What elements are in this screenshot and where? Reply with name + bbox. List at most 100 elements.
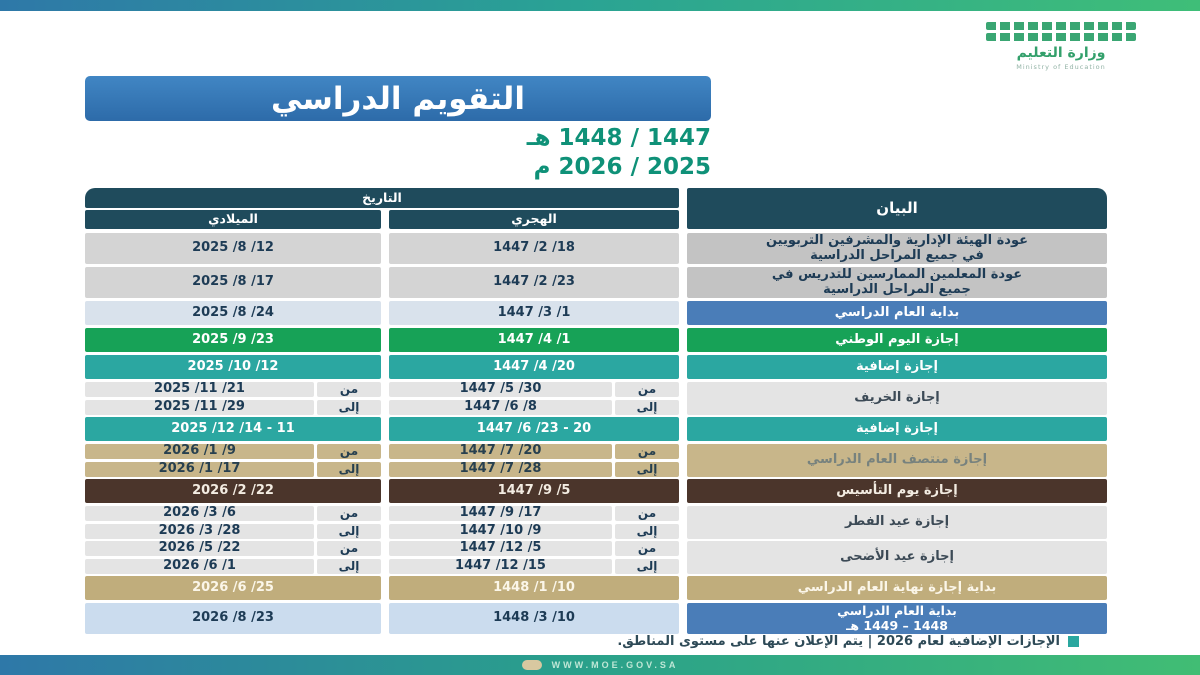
range-label: من — [615, 506, 679, 521]
event-name-cell: عودة الهيئة الإدارية والمشرفين التربويين… — [687, 233, 1107, 264]
calendar-row: بداية العام الدراسي 1448 – 1449 هـ 10/ 3/ … — [85, 603, 1107, 634]
calendar-row: إجازة إضافية 20 - 23/ 6/ 1447 11 - 14/ 12/… — [85, 417, 1107, 441]
hijri-date-cell: 5/ 9/ 1447 — [389, 479, 679, 503]
miladi-date-value: 28/ 3/ 2026 — [85, 523, 314, 539]
date-range-line: من 17/ 9/ 1447 — [389, 505, 679, 521]
calendar-row: بداية العام الدراسي 1/ 3/ 1447 24/ 8/ 2025 — [85, 301, 1107, 325]
calendar-table-header: البيان التاريخ الهجري الميلادي — [85, 188, 1107, 229]
hijri-date-cell: 10/ 1/ 1448 — [389, 576, 679, 600]
hijri-date-value: 9/ 10/ 1447 — [389, 523, 612, 539]
event-name-cell: عودة المعلمين الممارسين للتدريس في جميع ا… — [687, 267, 1107, 298]
miladi-date-cell: من 21/ 11/ 2025 إلى 29/ 11/ 2025 — [85, 381, 381, 415]
range-label: إلى — [317, 559, 381, 574]
column-header-miladi: الميلادي — [85, 210, 381, 229]
hijri-date-cell: من 5/ 12/ 1447 إلى 15/ 12/ 1447 — [389, 540, 679, 574]
page-title: التقويم الدراسي — [271, 80, 525, 117]
calendar-table: البيان التاريخ الهجري الميلادي عودة الهي… — [85, 188, 1107, 637]
event-name-cell: إجازة إضافية — [687, 355, 1107, 379]
hijri-date-cell: من 30/ 5/ 1447 إلى 8/ 6/ 1447 — [389, 381, 679, 415]
event-name-line: 1448 – 1449 هـ — [846, 617, 948, 633]
event-name-cell: إجازة منتصف العام الدراسي — [687, 444, 1107, 477]
event-name-cell: بداية العام الدراسي 1448 – 1449 هـ — [687, 603, 1107, 634]
miladi-date-cell: من 22/ 5/ 2026 إلى 1/ 6/ 2026 — [85, 540, 381, 574]
date-range-line: إلى 1/ 6/ 2026 — [85, 558, 381, 574]
range-label: من — [317, 382, 381, 397]
calendar-row: عودة المعلمين الممارسين للتدريس في جميع ا… — [85, 267, 1107, 298]
range-label: من — [317, 506, 381, 521]
range-label: من — [317, 444, 381, 459]
range-label: من — [615, 382, 679, 397]
miladi-date-cell: 11 - 14/ 12/ 2025 — [85, 417, 381, 441]
hijri-date-value: 20/ 7/ 1447 — [389, 443, 612, 459]
column-header-bayan: البيان — [687, 188, 1107, 229]
hijri-date-cell: 1/ 3/ 1447 — [389, 301, 679, 325]
event-name-cell: إجازة يوم التأسيس — [687, 479, 1107, 503]
event-name-cell: إجازة اليوم الوطني — [687, 328, 1107, 352]
hijri-date-cell: 23/ 2/ 1447 — [389, 267, 679, 298]
hijri-date-cell: من 20/ 7/ 1447 إلى 28/ 7/ 1447 — [389, 443, 679, 477]
website-logo-icon — [521, 660, 542, 670]
calendar-row: عودة الهيئة الإدارية والمشرفين التربويين… — [85, 233, 1107, 264]
date-range-line: إلى 28/ 7/ 1447 — [389, 461, 679, 477]
date-range-line: من 30/ 5/ 1447 — [389, 381, 679, 397]
calendar-row: إجازة اليوم الوطني 1/ 4/ 1447 23/ 9/ 2025 — [85, 328, 1107, 352]
website-url: WWW.MOE.GOV.SA — [551, 660, 679, 670]
date-range-line: من 21/ 11/ 2025 — [85, 381, 381, 397]
miladi-date-value: 21/ 11/ 2025 — [85, 381, 314, 397]
hijri-date-cell: 20 - 23/ 6/ 1447 — [389, 417, 679, 441]
range-label: من — [615, 444, 679, 459]
legend-square-icon — [1068, 636, 1079, 647]
miladi-date-value: 17/ 1/ 2026 — [85, 461, 314, 477]
hijri-date-value: 28/ 7/ 1447 — [389, 461, 612, 477]
calendar-row: إجازة الخريف من 30/ 5/ 1447 إلى 8/ 6/ 1447 من… — [85, 381, 1107, 415]
range-label: من — [615, 541, 679, 556]
bottom-gradient-bar: WWW.MOE.GOV.SA — [0, 655, 1200, 675]
hijri-date-cell: 10/ 3/ 1448 — [389, 603, 679, 634]
event-name-line: في جميع المراحل الدراسية — [810, 247, 984, 263]
title-banner: التقويم الدراسي — [85, 76, 711, 121]
date-range-line: إلى 17/ 1/ 2026 — [85, 461, 381, 477]
ministry-emblem-icon — [986, 22, 1136, 41]
footnote: الإجازات الإضافية لعام 2026 | يتم الإعلا… — [85, 634, 1107, 649]
academic-years: 1447 / 1448 هـ 2025 / 2026 م — [85, 124, 711, 182]
ministry-name-english: Ministry of Education — [1016, 63, 1106, 71]
event-name-cell: بداية العام الدراسي — [687, 301, 1107, 325]
miladi-date-value: 1/ 6/ 2026 — [85, 558, 314, 574]
miladi-date-cell: 24/ 8/ 2025 — [85, 301, 381, 325]
date-range-line: إلى 8/ 6/ 1447 — [389, 399, 679, 415]
hijri-date-cell: 20/ 4/ 1447 — [389, 355, 679, 379]
range-label: إلى — [615, 400, 679, 415]
hijri-date-cell: 18/ 2/ 1447 — [389, 233, 679, 264]
range-label: إلى — [615, 559, 679, 574]
date-range-line: إلى 28/ 3/ 2026 — [85, 523, 381, 539]
ministry-name-arabic: وزارة التعليم — [1016, 45, 1106, 61]
ministry-logo: وزارة التعليم Ministry of Education — [980, 22, 1142, 71]
date-range-line: من 6/ 3/ 2026 — [85, 505, 381, 521]
column-header-hijri: الهجري — [389, 210, 679, 229]
event-name-cell: إجازة إضافية — [687, 417, 1107, 441]
date-range-line: إلى 9/ 10/ 1447 — [389, 523, 679, 539]
miladi-date-value: 6/ 3/ 2026 — [85, 505, 314, 521]
hijri-date-value: 30/ 5/ 1447 — [389, 381, 612, 397]
miladi-date-cell: 17/ 8/ 2025 — [85, 267, 381, 298]
calendar-row: إجازة يوم التأسيس 5/ 9/ 1447 22/ 2/ 2026 — [85, 479, 1107, 503]
date-range-line: من 22/ 5/ 2026 — [85, 540, 381, 556]
range-label: إلى — [615, 462, 679, 477]
miladi-date-cell: 23/ 9/ 2025 — [85, 328, 381, 352]
miladi-date-cell: 23/ 8/ 2026 — [85, 603, 381, 634]
miladi-date-cell: 22/ 2/ 2026 — [85, 479, 381, 503]
calendar-row: إجازة منتصف العام الدراسي من 20/ 7/ 1447 إل… — [85, 443, 1107, 477]
gregorian-year-range: 2025 / 2026 م — [533, 154, 711, 180]
calendar-row: إجازة إضافية 20/ 4/ 1447 12/ 10/ 2025 — [85, 355, 1107, 379]
event-name-line: عودة الهيئة الإدارية والمشرفين التربويين — [765, 232, 1029, 248]
event-name-cell: إجازة عيد الفطر — [687, 506, 1107, 539]
miladi-date-cell: 12/ 10/ 2025 — [85, 355, 381, 379]
range-label: إلى — [615, 524, 679, 539]
miladi-date-cell: 12/ 8/ 2025 — [85, 233, 381, 264]
event-name-line: بداية العام الدراسي — [837, 603, 957, 619]
hijri-date-value: 17/ 9/ 1447 — [389, 505, 612, 521]
top-gradient-bar — [0, 0, 1200, 11]
range-label: إلى — [317, 400, 381, 415]
calendar-row: بداية إجازة نهاية العام الدراسي 10/ 1/ 14… — [85, 576, 1107, 600]
hijri-date-value: 8/ 6/ 1447 — [389, 399, 612, 415]
